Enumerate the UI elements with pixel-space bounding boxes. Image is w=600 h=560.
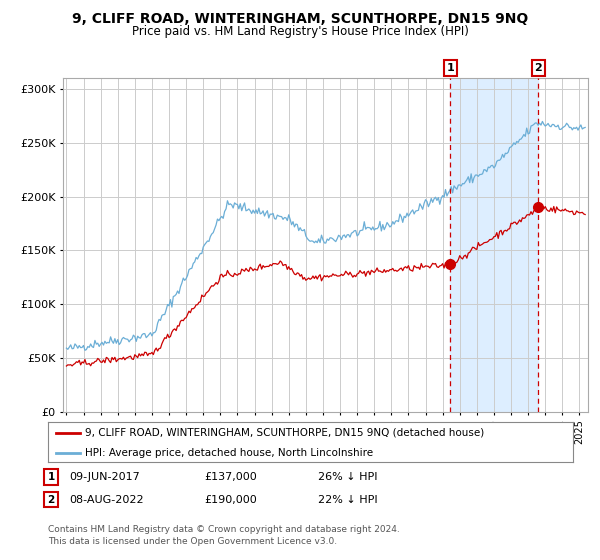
Text: 1: 1 xyxy=(47,472,55,482)
Text: Price paid vs. HM Land Registry's House Price Index (HPI): Price paid vs. HM Land Registry's House … xyxy=(131,25,469,38)
Text: 2: 2 xyxy=(47,494,55,505)
Text: £137,000: £137,000 xyxy=(204,472,257,482)
Text: 26% ↓ HPI: 26% ↓ HPI xyxy=(318,472,377,482)
Text: 08-AUG-2022: 08-AUG-2022 xyxy=(69,494,143,505)
Text: 9, CLIFF ROAD, WINTERINGHAM, SCUNTHORPE, DN15 9NQ: 9, CLIFF ROAD, WINTERINGHAM, SCUNTHORPE,… xyxy=(72,12,528,26)
Text: 22% ↓ HPI: 22% ↓ HPI xyxy=(318,494,377,505)
Text: Contains HM Land Registry data © Crown copyright and database right 2024.
This d: Contains HM Land Registry data © Crown c… xyxy=(48,525,400,546)
Bar xyxy=(450,78,538,412)
Text: 9, CLIFF ROAD, WINTERINGHAM, SCUNTHORPE, DN15 9NQ (detached house): 9, CLIFF ROAD, WINTERINGHAM, SCUNTHORPE,… xyxy=(85,428,484,438)
Text: HPI: Average price, detached house, North Lincolnshire: HPI: Average price, detached house, Nort… xyxy=(85,448,373,458)
Text: £190,000: £190,000 xyxy=(204,494,257,505)
Text: 1: 1 xyxy=(446,63,454,73)
Text: 2: 2 xyxy=(535,63,542,73)
Text: 09-JUN-2017: 09-JUN-2017 xyxy=(69,472,140,482)
